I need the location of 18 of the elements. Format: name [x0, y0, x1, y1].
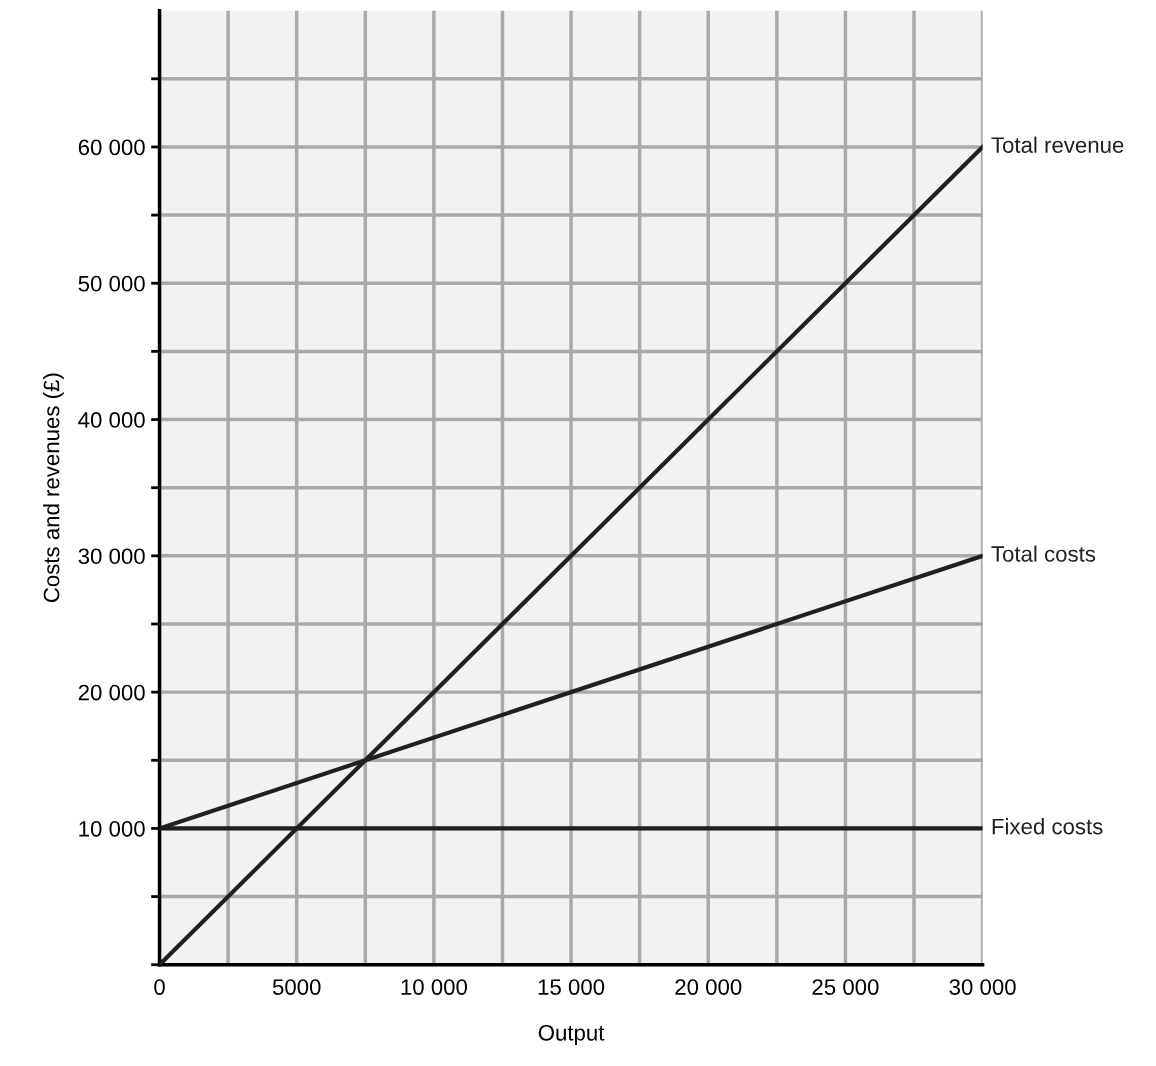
- y-tick-label: 50 000: [78, 275, 145, 292]
- y-tick-label: 30 000: [78, 548, 145, 565]
- series-label: Fixed costs: [992, 818, 1103, 835]
- x-axis-title: Output: [538, 1024, 605, 1046]
- y-tick-label: 40 000: [78, 412, 145, 428]
- x-tick-label: 25 000: [812, 979, 879, 995]
- y-tick-label: 20 000: [78, 684, 145, 701]
- x-tick-label: 30 000: [949, 979, 1016, 995]
- series-label: Total revenue: [991, 136, 1124, 153]
- x-tick-label: 0: [154, 979, 165, 995]
- series-label: Total costs: [991, 545, 1096, 562]
- y-axis-title: Costs and revenues (£): [43, 373, 64, 603]
- x-tick-label: 5000: [272, 979, 321, 995]
- x-tick-label: 15 000: [538, 979, 605, 995]
- y-tick-label: 10 000: [79, 820, 145, 837]
- x-tick-label: 10 000: [401, 979, 467, 995]
- x-tick-label: 20 000: [675, 979, 742, 995]
- y-tick-label: 60 000: [78, 139, 145, 156]
